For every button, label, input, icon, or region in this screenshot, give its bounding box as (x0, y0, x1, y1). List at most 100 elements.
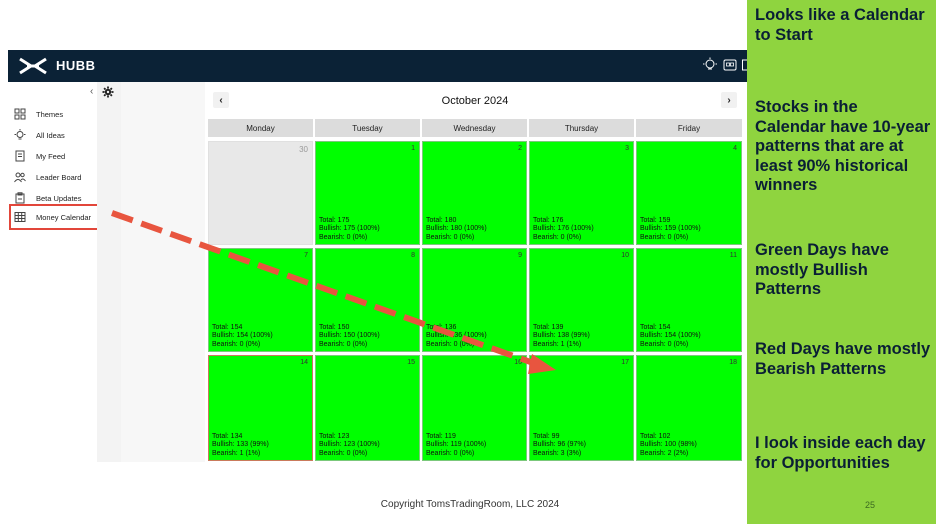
day-bullish: Bullish: 180 (100%) (426, 225, 487, 233)
day-total: Total: 154 (212, 323, 243, 331)
calendar-day-cell[interactable]: 15 Total: 123 Bullish: 123 (100%) Bearis… (315, 355, 420, 461)
gear-icon[interactable] (102, 86, 114, 98)
next-month-button[interactable]: › (721, 92, 737, 108)
sidebar: ‹ Themes All Ideas My Feed Leader Board … (8, 82, 118, 232)
day-bearish: Bearish: 0 (0%) (640, 340, 689, 348)
day-bullish: Bullish: 136 (100%) (426, 332, 487, 340)
day-number: 30 (299, 145, 308, 154)
calendar-day-cell[interactable]: 30 (208, 141, 313, 245)
calendar-day-cell[interactable]: 3 Total: 176 Bullish: 176 (100%) Bearish… (529, 141, 634, 245)
day-stats: Total: 134 Bullish: 133 (99%) Bearish: 1… (212, 433, 269, 458)
menu-icon[interactable] (742, 57, 748, 73)
calendar-day-cell[interactable]: 8 Total: 150 Bullish: 150 (100%) Bearish… (315, 248, 420, 352)
sidebar-item-label: Leader Board (36, 172, 82, 182)
day-total: Total: 176 (533, 216, 564, 224)
day-stats: Total: 154 Bullish: 154 (100%) Bearish: … (640, 324, 701, 349)
day-number: 4 (733, 145, 737, 152)
sidebar-item-beta-updates[interactable]: Beta Updates (14, 190, 109, 206)
day-number: 10 (621, 252, 629, 259)
day-total: Total: 175 (319, 216, 350, 224)
day-stats: Total: 154 Bullish: 154 (100%) Bearish: … (212, 324, 273, 349)
money-calendar: ‹ October 2024 › Monday Tuesday Wednesda… (205, 82, 748, 462)
calendar-day-cell[interactable]: 10 Total: 139 Bullish: 138 (99%) Bearish… (529, 248, 634, 352)
day-bearish: Bearish: 0 (0%) (426, 233, 475, 241)
calendar-day-cell[interactable]: 9 Total: 136 Bullish: 136 (100%) Bearish… (422, 248, 527, 352)
sidebar-item-my-feed[interactable]: My Feed (14, 148, 109, 164)
day-bearish: Bearish: 0 (0%) (319, 449, 368, 457)
sidebar-item-themes[interactable]: Themes (14, 106, 109, 122)
day-number: 1 (411, 145, 415, 152)
hubb-logo-icon[interactable] (18, 56, 48, 76)
day-bearish: Bearish: 0 (0%) (640, 233, 689, 241)
calendar-day-cell[interactable]: 4 Total: 159 Bullish: 159 (100%) Bearish… (636, 141, 742, 245)
day-bullish: Bullish: 150 (100%) (319, 332, 380, 340)
day-bearish: Bearish: 0 (0%) (426, 340, 475, 348)
day-total: Total: 154 (640, 323, 671, 331)
panel-note: Stocks in the Calendar have 10-year patt… (755, 98, 931, 194)
collapse-sidebar-button[interactable]: ‹ (90, 86, 94, 97)
day-bearish: Bearish: 3 (3%) (533, 449, 582, 457)
app-header: HUBB (8, 50, 748, 82)
calendar-day-cell[interactable]: 18 Total: 102 Bullish: 100 (98%) Bearish… (636, 355, 742, 461)
day-total: Total: 180 (426, 216, 457, 224)
day-stats: Total: 136 Bullish: 136 (100%) Bearish: … (426, 324, 487, 349)
calendar-day-cell[interactable]: 14 Total: 134 Bullish: 133 (99%) Bearish… (208, 355, 313, 461)
calendar-day-cell[interactable]: 17 Total: 99 Bullish: 96 (97%) Bearish: … (529, 355, 634, 461)
sidebar-item-label: Beta Updates (36, 193, 82, 203)
day-number: 2 (518, 145, 522, 152)
calendar-grid-icon (14, 211, 26, 223)
day-bearish: Bearish: 2 (2%) (640, 449, 689, 457)
day-total: Total: 159 (640, 216, 671, 224)
day-total: Total: 99 (533, 432, 560, 440)
sidebar-item-label: Money Calendar (36, 212, 92, 222)
day-stats: Total: 119 Bullish: 119 (100%) Bearish: … (426, 433, 486, 458)
day-total: Total: 136 (426, 323, 457, 331)
day-number: 16 (514, 359, 522, 366)
settings-column (97, 82, 121, 462)
day-total: Total: 102 (640, 432, 671, 440)
lightbulb-icon[interactable] (702, 57, 718, 73)
sidebar-item-all-ideas[interactable]: All Ideas (14, 127, 109, 143)
filter-pane (121, 82, 205, 462)
day-bearish: Bearish: 1 (1%) (212, 449, 261, 457)
day-bearish: Bearish: 1 (1%) (533, 340, 582, 348)
calendar-day-cell[interactable]: 16 Total: 119 Bullish: 119 (100%) Bearis… (422, 355, 527, 461)
calendar-day-cell[interactable]: 2 Total: 180 Bullish: 180 (100%) Bearish… (422, 141, 527, 245)
day-stats: Total: 175 Bullish: 175 (100%) Bearish: … (319, 217, 380, 242)
day-bearish: Bearish: 0 (0%) (533, 233, 582, 241)
day-stats: Total: 123 Bullish: 123 (100%) Bearish: … (319, 433, 380, 458)
day-number: 8 (411, 252, 415, 259)
prev-month-button[interactable]: ‹ (213, 92, 229, 108)
day-stats: Total: 176 Bullish: 176 (100%) Bearish: … (533, 217, 594, 242)
weekday-header: Tuesday (315, 119, 420, 137)
panel-note: Green Days have mostly Bullish Patterns (755, 241, 889, 298)
sidebar-item-money-calendar[interactable]: Money Calendar (9, 204, 114, 230)
day-number: 11 (729, 252, 737, 259)
weekday-header: Friday (636, 119, 742, 137)
calendar-day-cell[interactable]: 1 Total: 175 Bullish: 175 (100%) Bearish… (315, 141, 420, 245)
sidebar-item-label: Themes (36, 109, 64, 119)
month-title: October 2024 (441, 95, 509, 107)
day-bullish: Bullish: 154 (100%) (212, 332, 273, 340)
calendar-day-cell[interactable]: 11 Total: 154 Bullish: 154 (100%) Bearis… (636, 248, 742, 352)
sidebar-item-label: All Ideas (36, 130, 65, 140)
day-bearish: Bearish: 0 (0%) (319, 233, 368, 241)
sidebar-item-leader-board[interactable]: Leader Board (14, 169, 109, 185)
dashboard-icon[interactable] (722, 57, 738, 73)
sidebar-item-label: My Feed (36, 151, 66, 161)
feed-icon (14, 150, 26, 162)
day-number: 7 (304, 252, 308, 259)
day-bearish: Bearish: 0 (0%) (212, 340, 261, 348)
day-stats: Total: 150 Bullish: 150 (100%) Bearish: … (319, 324, 380, 349)
day-number: 17 (621, 359, 629, 366)
day-bullish: Bullish: 100 (98%) (640, 441, 697, 449)
calendar-day-cell[interactable]: 7 Total: 154 Bullish: 154 (100%) Bearish… (208, 248, 313, 352)
day-stats: Total: 99 Bullish: 96 (97%) Bearish: 3 (… (533, 433, 586, 458)
panel-note: Looks like a Calendar to Start (755, 6, 925, 44)
panel-note: I look inside each day for Opportunities (755, 434, 926, 472)
day-number: 9 (518, 252, 522, 259)
day-bullish: Bullish: 159 (100%) (640, 225, 701, 233)
commentary-panel: Looks like a Calendar to Start Stocks in… (747, 0, 936, 524)
app-brand: HUBB (56, 58, 96, 73)
weekday-header: Thursday (529, 119, 634, 137)
